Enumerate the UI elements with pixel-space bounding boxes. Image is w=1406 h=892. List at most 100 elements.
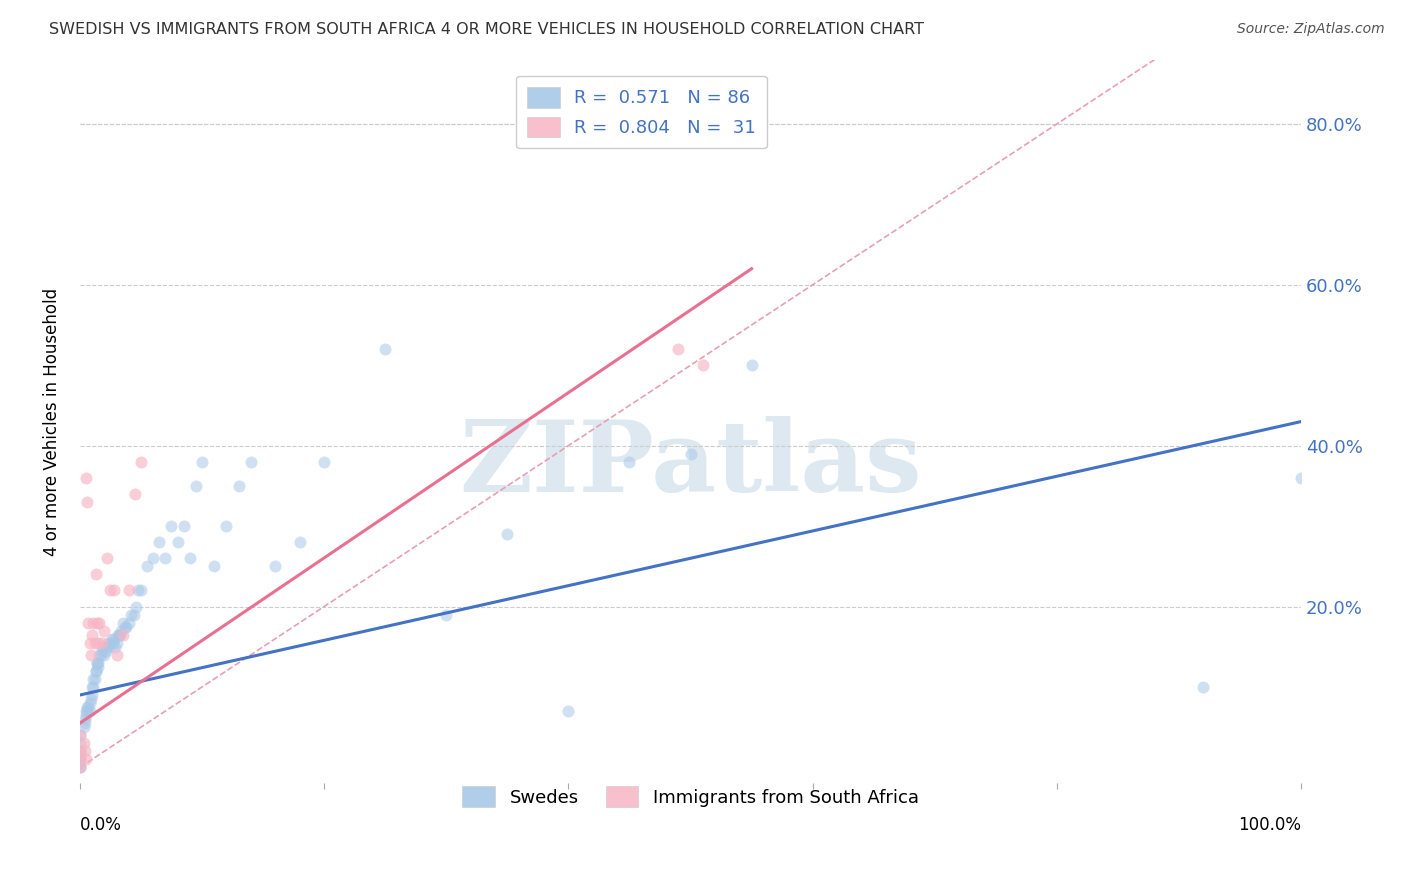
Point: [69, 744, 91, 758]
Point: [83, 672, 105, 686]
Point: [264, 559, 287, 574]
Point: [79, 636, 101, 650]
Point: [166, 535, 188, 549]
Point: [148, 535, 170, 549]
Point: [96, 640, 118, 654]
Point: [1289, 471, 1312, 485]
Point: [84, 664, 107, 678]
Legend: Swedes, Immigrants from South Africa: Swedes, Immigrants from South Africa: [451, 775, 929, 818]
Point: [89, 615, 111, 630]
Point: [103, 583, 125, 598]
Point: [69, 760, 91, 774]
Point: [69, 752, 91, 766]
Point: [98, 640, 121, 654]
Point: [101, 636, 124, 650]
Point: [496, 527, 519, 541]
Point: [73, 744, 96, 758]
Point: [100, 583, 122, 598]
Point: [69, 728, 91, 742]
Point: [76, 495, 98, 509]
Point: [73, 716, 96, 731]
Point: [111, 628, 134, 642]
Text: 100.0%: 100.0%: [1239, 816, 1301, 834]
Point: [692, 358, 714, 372]
Point: [228, 479, 250, 493]
Point: [87, 660, 110, 674]
Point: [215, 519, 238, 533]
Point: [105, 636, 128, 650]
Point: [155, 551, 177, 566]
Point: [87, 656, 110, 670]
Point: [142, 551, 165, 566]
Point: [108, 628, 131, 642]
Point: [69, 752, 91, 766]
Point: [107, 628, 129, 642]
Point: [84, 567, 107, 582]
Point: [86, 656, 108, 670]
Point: [69, 760, 91, 774]
Point: [75, 471, 97, 485]
Point: [129, 583, 152, 598]
Point: [96, 551, 118, 566]
Point: [80, 680, 103, 694]
Point: [111, 615, 134, 630]
Point: [80, 692, 103, 706]
Point: [79, 704, 101, 718]
Point: [741, 358, 763, 372]
Point: [69, 756, 91, 771]
Point: [93, 624, 115, 638]
Text: Source: ZipAtlas.com: Source: ZipAtlas.com: [1237, 22, 1385, 37]
Text: 0.0%: 0.0%: [80, 816, 122, 834]
Point: [73, 712, 96, 726]
Point: [76, 700, 98, 714]
Point: [72, 720, 94, 734]
Point: [69, 760, 91, 774]
Point: [129, 455, 152, 469]
Point: [202, 559, 225, 574]
Point: [1192, 680, 1215, 694]
Point: [69, 736, 91, 750]
Point: [434, 607, 457, 622]
Point: [104, 640, 127, 654]
Point: [160, 519, 183, 533]
Point: [191, 455, 214, 469]
Text: ZIPatlas: ZIPatlas: [460, 417, 922, 514]
Point: [124, 487, 146, 501]
Point: [93, 648, 115, 662]
Point: [173, 519, 195, 533]
Point: [80, 648, 103, 662]
Point: [679, 447, 702, 461]
Point: [90, 636, 112, 650]
Point: [100, 632, 122, 646]
Point: [120, 607, 142, 622]
Point: [69, 752, 91, 766]
Text: SWEDISH VS IMMIGRANTS FROM SOUTH AFRICA 4 OR MORE VEHICLES IN HOUSEHOLD CORRELAT: SWEDISH VS IMMIGRANTS FROM SOUTH AFRICA …: [49, 22, 924, 37]
Point: [179, 551, 201, 566]
Point: [69, 744, 91, 758]
Point: [79, 696, 101, 710]
Point: [86, 615, 108, 630]
Point: [77, 615, 100, 630]
Point: [90, 648, 112, 662]
Point: [69, 728, 91, 742]
Point: [184, 479, 207, 493]
Point: [82, 672, 104, 686]
Point: [80, 628, 103, 642]
Point: [84, 664, 107, 678]
Point: [115, 620, 138, 634]
Point: [122, 607, 145, 622]
Point: [94, 644, 117, 658]
Point: [77, 700, 100, 714]
Point: [82, 680, 104, 694]
Point: [110, 624, 132, 638]
Point: [105, 648, 128, 662]
Point: [87, 636, 110, 650]
Point: [128, 583, 150, 598]
Point: [100, 636, 122, 650]
Point: [82, 615, 104, 630]
Point: [136, 559, 159, 574]
Point: [118, 583, 141, 598]
Point: [108, 628, 131, 642]
Point: [90, 644, 112, 658]
Point: [76, 704, 98, 718]
